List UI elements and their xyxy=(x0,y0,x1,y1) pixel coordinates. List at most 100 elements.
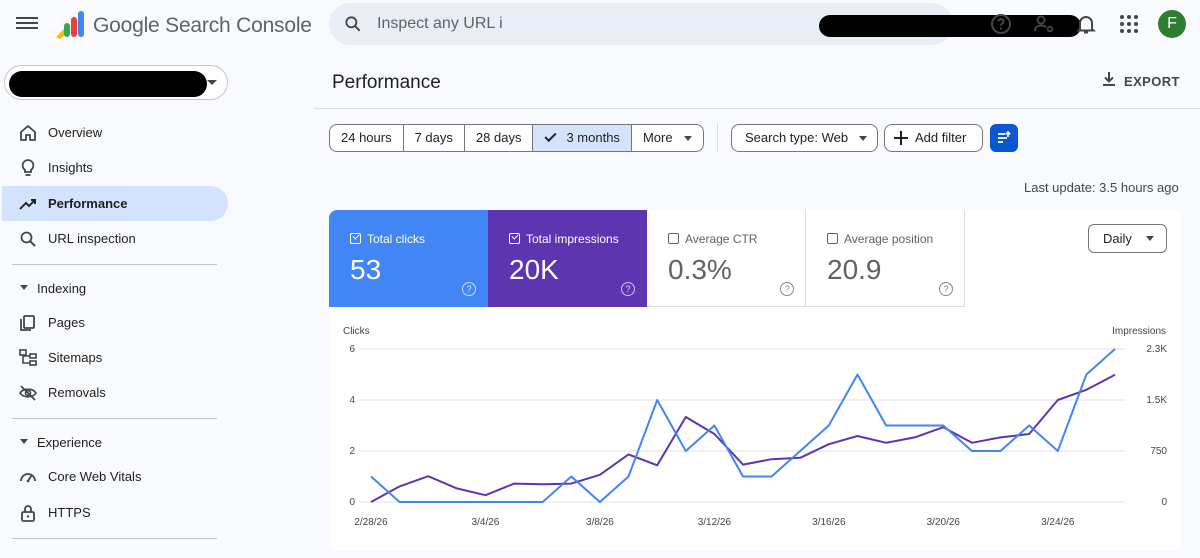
metric-average-ctr[interactable]: Average CTR 0.3% ? xyxy=(647,210,806,307)
sidebar-item-label: Core Web Vitals xyxy=(48,469,142,484)
series-line-clicks xyxy=(370,348,1116,503)
pages-icon xyxy=(20,315,35,331)
series-line-impressions xyxy=(370,373,1116,503)
chevron-down-icon xyxy=(859,136,867,141)
check-icon xyxy=(544,129,557,143)
sidebar-section-experience[interactable]: Experience xyxy=(2,427,228,457)
checkbox-checked[interactable] xyxy=(509,233,520,244)
metric-total-impressions[interactable]: Total impressions 20K ? xyxy=(488,210,647,307)
filter-settings-button[interactable] xyxy=(990,124,1018,152)
sidebar-divider xyxy=(12,538,217,539)
metric-value: 53 xyxy=(350,254,382,285)
checkbox-checked[interactable] xyxy=(350,233,361,244)
sidebar-item-overview[interactable]: Overview xyxy=(2,115,228,150)
sidebar-item-performance[interactable]: Performance xyxy=(2,186,228,221)
range-3-months[interactable]: 3 months xyxy=(533,125,632,151)
range-28-days[interactable]: 28 days xyxy=(465,125,534,151)
search-icon xyxy=(345,16,361,32)
apps-grid-icon[interactable] xyxy=(1117,12,1141,36)
help-icon[interactable]: ? xyxy=(939,282,953,296)
sidebar-item-pages[interactable]: Pages xyxy=(2,305,228,340)
filter-list-icon xyxy=(998,130,1011,143)
metric-label: Average CTR xyxy=(685,232,758,246)
help-icon[interactable]: ? xyxy=(462,282,476,296)
home-icon xyxy=(20,125,36,141)
chevron-down-icon xyxy=(683,136,692,142)
manage-users-icon[interactable] xyxy=(1032,12,1056,36)
performance-card: Total clicks 53 ? Total impressions 20K … xyxy=(329,210,1181,550)
chevron-down-icon xyxy=(207,80,217,85)
export-label: EXPORT xyxy=(1124,74,1180,89)
collapse-arrow-icon xyxy=(20,285,28,290)
sidebar-item-https[interactable]: HTTPS xyxy=(2,495,228,530)
property-selector[interactable] xyxy=(4,65,228,100)
add-filter-label: Add filter xyxy=(915,130,967,145)
granularity-label: Daily xyxy=(1103,231,1132,246)
download-icon xyxy=(1103,72,1115,86)
main-menu-icon[interactable] xyxy=(16,14,38,36)
x-tick-label: 3/20/26 xyxy=(927,517,961,528)
notifications-icon[interactable] xyxy=(1074,12,1098,36)
metric-value: 0.3% xyxy=(668,254,732,285)
sidebar-item-label: Sitemaps xyxy=(48,350,103,365)
sidebar-item-label: Removals xyxy=(48,385,106,400)
sidebar-item-core-web-vitals[interactable]: Core Web Vitals xyxy=(2,459,228,494)
help-icon[interactable]: ? xyxy=(780,282,794,296)
lock-icon xyxy=(21,505,35,522)
url-inspect-input[interactable] xyxy=(377,13,937,35)
right-axis-title: Impressions xyxy=(1112,326,1166,337)
sidebar-item-sitemaps[interactable]: Sitemaps xyxy=(2,340,228,375)
sidebar-item-label: URL inspection xyxy=(48,231,136,246)
redacted-property xyxy=(9,71,207,97)
search-console-logo xyxy=(54,11,84,39)
url-inspect-search[interactable] xyxy=(329,3,1081,45)
sidebar-divider xyxy=(12,418,217,419)
sidebar-item-label: Pages xyxy=(48,315,85,330)
search-type-filter[interactable]: Search type: Web xyxy=(731,124,878,152)
sidebar-section-indexing[interactable]: Indexing xyxy=(2,273,228,303)
x-tick-label: 3/8/26 xyxy=(586,517,614,528)
collapse-arrow-icon xyxy=(20,439,28,444)
metric-value: 20.9 xyxy=(827,254,882,285)
help-icon[interactable] xyxy=(989,12,1013,36)
x-tick-label: 3/4/26 xyxy=(472,517,500,528)
checkbox-unchecked[interactable] xyxy=(668,233,679,244)
sidebar-item-label: HTTPS xyxy=(48,505,91,520)
checkbox-unchecked[interactable] xyxy=(827,233,838,244)
account-avatar[interactable]: F xyxy=(1158,10,1186,38)
sidebar-divider xyxy=(12,264,217,265)
header-divider xyxy=(314,108,1200,109)
metric-label: Total clicks xyxy=(367,232,426,246)
sidebar-item-label: Insights xyxy=(48,160,93,175)
add-filter-button[interactable]: Add filter xyxy=(884,124,983,152)
export-button[interactable]: EXPORT xyxy=(1096,68,1184,94)
sidebar-item-insights[interactable]: Insights xyxy=(2,150,228,185)
toolbar-separator xyxy=(717,123,718,153)
page-title: Performance xyxy=(332,72,441,93)
eye-off-icon xyxy=(19,385,37,401)
top-bar: Google Search Console F xyxy=(0,0,1200,52)
left-tick-label: 4 xyxy=(349,395,355,406)
right-tick-label: 750 xyxy=(1150,446,1167,457)
last-update-text: Last update: 3.5 hours ago xyxy=(1024,180,1179,195)
section-label: Experience xyxy=(37,435,103,450)
trending-up-icon xyxy=(19,199,36,210)
metric-label: Total impressions xyxy=(526,232,619,246)
range-7-days[interactable]: 7 days xyxy=(404,125,465,151)
left-tick-label: 2 xyxy=(349,446,355,457)
metric-average-position[interactable]: Average position 20.9 ? xyxy=(806,210,965,307)
metric-total-clicks[interactable]: Total clicks 53 ? xyxy=(329,210,488,307)
metric-value: 20K xyxy=(509,254,559,285)
section-label: Indexing xyxy=(37,281,87,296)
range-24-hours[interactable]: 24 hours xyxy=(330,125,404,151)
granularity-dropdown[interactable]: Daily xyxy=(1088,224,1167,253)
metric-label: Average position xyxy=(844,232,934,246)
x-tick-label: 3/24/26 xyxy=(1041,517,1075,528)
plus-icon xyxy=(894,131,908,145)
sidebar-item-url-inspection[interactable]: URL inspection xyxy=(2,221,228,256)
left-axis-title: Clicks xyxy=(343,326,370,337)
left-tick-label: 6 xyxy=(349,344,355,355)
help-icon[interactable]: ? xyxy=(621,282,635,296)
sidebar-item-removals[interactable]: Removals xyxy=(2,375,228,410)
range-more[interactable]: More xyxy=(632,125,703,151)
